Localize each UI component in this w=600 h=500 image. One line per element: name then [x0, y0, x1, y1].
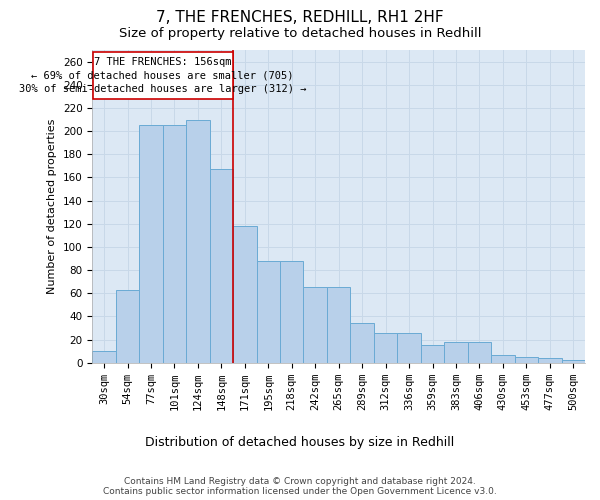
Bar	[444, 342, 467, 363]
Bar	[397, 332, 421, 363]
Bar	[467, 342, 491, 363]
Bar	[538, 358, 562, 363]
Bar	[186, 120, 209, 363]
Bar	[139, 126, 163, 363]
Bar	[350, 324, 374, 363]
Bar	[562, 360, 585, 363]
Text: 7 THE FRENCHES: 156sqm
← 69% of detached houses are smaller (705)
30% of semi-de: 7 THE FRENCHES: 156sqm ← 69% of detached…	[19, 58, 307, 94]
Text: Distribution of detached houses by size in Redhill: Distribution of detached houses by size …	[145, 436, 455, 449]
Bar	[92, 351, 116, 363]
Bar	[93, 52, 233, 98]
Bar	[209, 170, 233, 363]
Bar	[163, 126, 186, 363]
Bar	[374, 332, 397, 363]
Bar	[515, 357, 538, 363]
Bar	[491, 354, 515, 363]
Text: Contains public sector information licensed under the Open Government Licence v3: Contains public sector information licen…	[103, 486, 497, 496]
Text: Size of property relative to detached houses in Redhill: Size of property relative to detached ho…	[119, 28, 481, 40]
Y-axis label: Number of detached properties: Number of detached properties	[47, 118, 57, 294]
Bar	[421, 346, 444, 363]
Bar	[257, 261, 280, 363]
Bar	[116, 290, 139, 363]
Bar	[304, 288, 327, 363]
Bar	[327, 288, 350, 363]
Text: 7, THE FRENCHES, REDHILL, RH1 2HF: 7, THE FRENCHES, REDHILL, RH1 2HF	[156, 10, 444, 25]
Text: Contains HM Land Registry data © Crown copyright and database right 2024.: Contains HM Land Registry data © Crown c…	[124, 476, 476, 486]
Bar	[233, 226, 257, 363]
Bar	[280, 261, 304, 363]
